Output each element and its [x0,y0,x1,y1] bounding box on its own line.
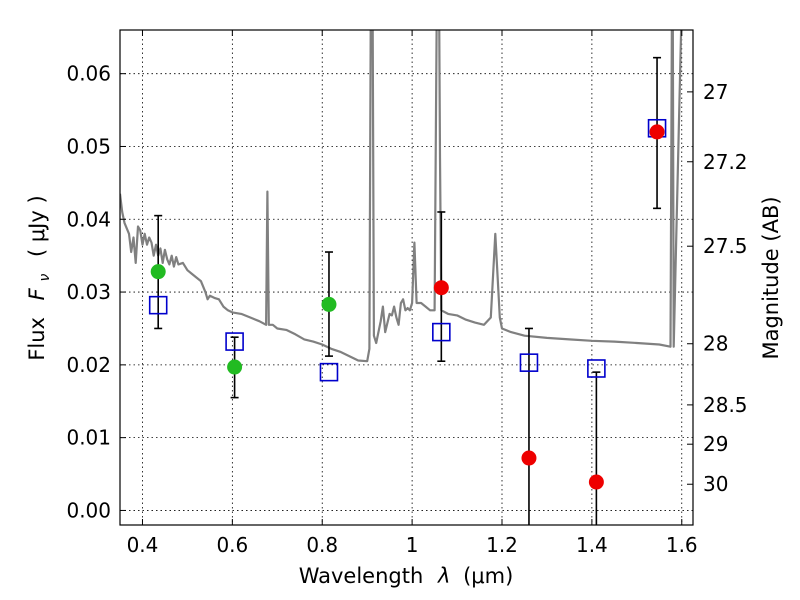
y-tick-label: 0.03 [66,280,111,304]
measurement-point [521,450,537,466]
y-axis-label-symbol: F [25,287,49,300]
model-flux-square [432,322,451,342]
x-tick-label: 1.2 [486,533,518,557]
model-sed-line [120,30,683,363]
x-axis-label: Wavelength λ (μm) [299,564,514,588]
x-tick-label: 1 [406,533,419,557]
x-axis-label-unit: (μm) [463,564,513,588]
y-tick-label: 0.01 [66,426,111,450]
magnitude-axis-label: Magnitude (AB) [759,196,783,359]
y-axis-label-unit: ( μJy ) [25,195,49,257]
x-tick-label: 0.4 [127,533,159,557]
magnitude-axis-ticks: 27 27.2 27.5 28 28.5 29 30 [687,80,748,496]
grid-lines [120,30,693,525]
measurement-point [588,474,604,490]
model-flux-square [319,362,339,382]
model-flux-square [148,295,168,315]
magnitude-tick-label: 30 [703,472,728,496]
magnitude-tick-label: 29 [703,432,728,456]
detection-point [321,296,337,312]
y-tick-label: 0.02 [66,353,111,377]
y-tick-label: 0.06 [66,62,111,86]
measurement-point [649,124,665,140]
magnitude-tick-label: 27.5 [703,234,748,258]
x-tick-label: 0.6 [216,533,248,557]
x-tick-label: 1.6 [666,533,698,557]
detection-points [150,264,337,375]
x-axis-label-symbol: λ [437,564,450,588]
plot-background [120,30,693,525]
y-axis-label-subscript: ν [37,274,53,282]
magnitude-tick-label: 28.5 [703,393,748,417]
detection-point [227,359,243,375]
y-axis-label: Flux F ν ( μJy ) [25,195,54,360]
x-tick-label: 1.4 [576,533,608,557]
y-tick-label: 0.00 [66,498,111,522]
measurement-points [433,124,665,490]
x-axis-label-text: Wavelength [299,564,424,588]
model-flux-square [519,353,539,372]
plot-area [120,30,683,525]
model-flux-square [225,332,244,351]
detection-point [150,264,166,280]
y-axis-ticks: 0.00 0.01 0.02 0.03 0.04 0.05 0.06 [66,62,126,522]
y-tick-label: 0.05 [66,134,111,158]
model-flux-squares [148,118,667,382]
magnitude-tick-label: 28 [703,332,728,356]
x-tick-label: 0.8 [306,533,338,557]
y-axis-label-text: Flux [25,317,49,361]
model-flux-square [587,359,606,378]
magnitude-tick-label: 27 [703,80,728,104]
y-tick-label: 0.04 [66,207,111,231]
plot-frame [119,29,694,526]
x-axis-ticks: 0.4 0.6 0.8 1 1.2 1.4 1.6 [127,30,698,557]
magnitude-tick-label: 27.2 [703,150,748,174]
measurement-point [433,280,449,296]
